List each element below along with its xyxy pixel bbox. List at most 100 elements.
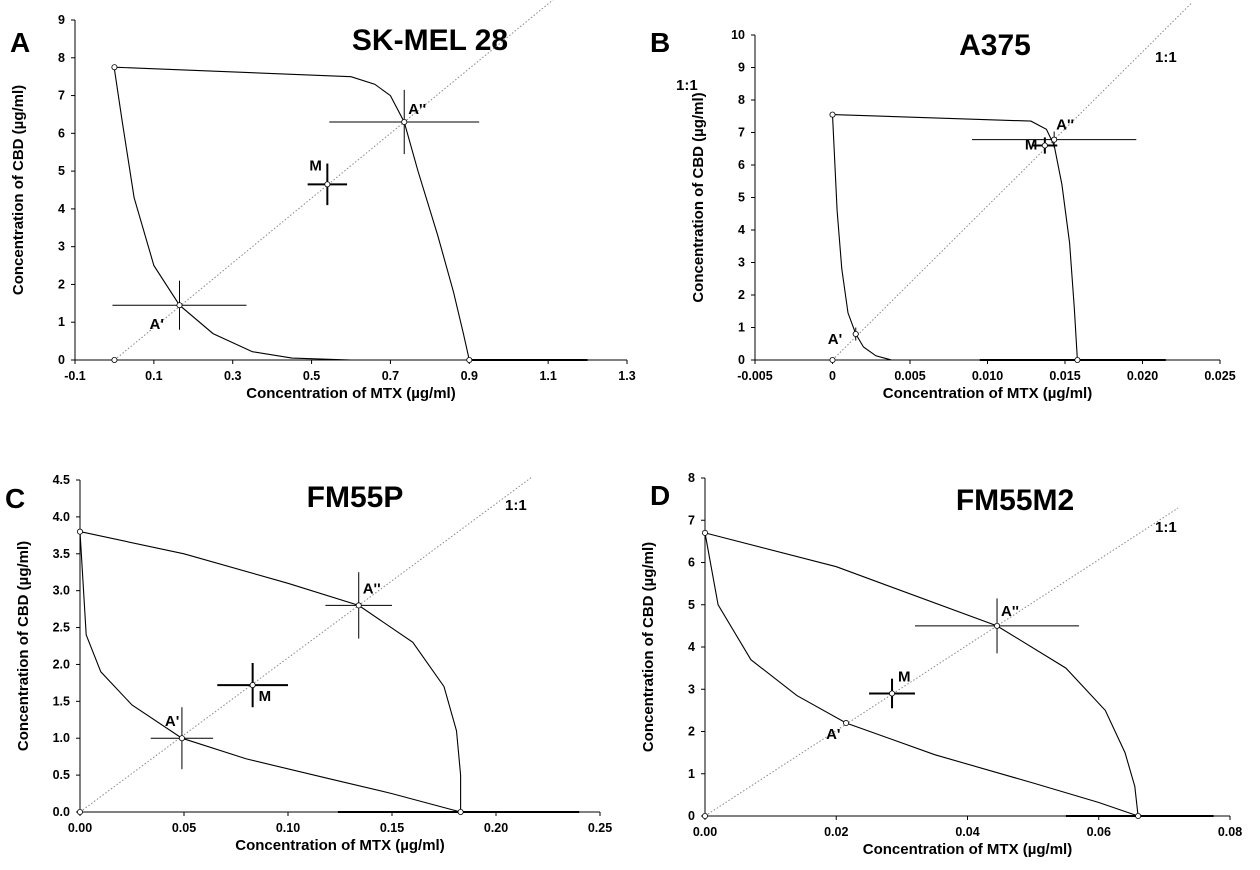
isobole-curve-inner [113, 69, 470, 361]
x-tick-label: 0.04 [955, 825, 979, 839]
y-tick-label: 4.5 [53, 473, 70, 487]
y-tick-label: 4 [738, 223, 745, 237]
x-tick-label: 0.08 [1218, 825, 1242, 839]
x-tick-label: 1.1 [539, 369, 556, 383]
y-tick-label: 6 [688, 556, 695, 570]
x-tick-label: 0.025 [1204, 369, 1235, 383]
data-point-ap [176, 302, 183, 309]
x-tick-label: 0.06 [1087, 825, 1111, 839]
y-tick-label: 5 [688, 598, 695, 612]
data-point-m [249, 682, 256, 689]
endpoint-marker [457, 809, 464, 816]
y-tick-label: 10 [731, 28, 745, 42]
chart-panel-a: A SK-MEL 28 -0.1 0.1 0.3 0.5 0.7 0.9 1.1 1.3 0 1 2 3 4… [10, 0, 698, 402]
endpoint-marker [77, 528, 84, 535]
x-tick-label: 0.02 [824, 825, 848, 839]
data-point-ap [178, 735, 185, 742]
y-tick-label: 6 [738, 158, 745, 172]
x-tick-label: -0.005 [737, 369, 772, 383]
point-label: M [309, 157, 322, 174]
panel-letter: B [650, 27, 670, 58]
y-tick-label: 2.5 [53, 621, 70, 635]
point-label: A' [165, 713, 179, 730]
y-tick-label: 5 [738, 191, 745, 205]
x-tick-label: 0.00 [68, 821, 92, 835]
y-tick-label: 0 [688, 809, 695, 823]
endpoint-marker [702, 813, 709, 820]
y-tick-label: 2.0 [53, 657, 70, 671]
y-axis-label: Concentration of CBD (µg/ml) [640, 542, 657, 752]
additivity-line-label: 1:1 [505, 497, 527, 514]
y-axis-label: Concentration of CBD (µg/ml) [10, 85, 27, 295]
y-tick-label: 3 [738, 256, 745, 270]
x-tick-label: 0.010 [972, 369, 1003, 383]
chart-title: FM55P [307, 481, 404, 514]
data-point-m [324, 181, 331, 188]
y-tick-label: 1 [738, 321, 745, 335]
point-label: A'' [1001, 603, 1019, 620]
isobole-curve-outer [704, 532, 1139, 817]
additivity-line-label: 1:1 [1155, 49, 1177, 66]
chart-title: FM55M2 [956, 484, 1074, 517]
y-tick-label: 3.0 [53, 584, 70, 598]
point-label: A'' [1056, 117, 1074, 134]
additivity-line-label: 1:1 [1155, 519, 1177, 536]
x-axis-label: Concentration of MTX (µg/ml) [883, 385, 1092, 402]
y-tick-label: 0 [58, 353, 65, 367]
x-tick-label: 0.005 [894, 369, 925, 383]
additivity-line-label: 1:1 [676, 77, 698, 94]
y-tick-label: 4.0 [53, 510, 70, 524]
panel-letter: C [5, 483, 25, 514]
x-tick-label: 0.25 [588, 821, 612, 835]
panel-letter: D [650, 480, 670, 511]
chart-title: A375 [959, 29, 1031, 62]
x-tick-label: 0.3 [224, 369, 241, 383]
data-point-app [994, 622, 1001, 629]
x-tick-label: 0.5 [303, 369, 320, 383]
y-tick-label: 3 [58, 240, 65, 254]
point-label: M [259, 688, 272, 705]
point-label: A'' [408, 101, 426, 118]
point-label: A' [828, 331, 842, 348]
y-tick-label: 8 [58, 51, 65, 65]
data-point-m [1041, 142, 1048, 149]
x-tick-label: 0.15 [380, 821, 404, 835]
y-tick-label: 0 [738, 353, 745, 367]
isobole-curve-outer [114, 66, 470, 361]
line-of-additivity [114, 0, 554, 361]
point-label: A'' [363, 580, 381, 597]
x-axis-label: Concentration of MTX (µg/ml) [246, 385, 455, 402]
y-tick-label: 4 [688, 640, 695, 654]
data-point-app [355, 602, 362, 609]
endpoint-marker [1074, 356, 1081, 363]
line-of-additivity [79, 476, 532, 813]
y-tick-label: 2 [738, 288, 745, 302]
y-tick-label: 1.5 [53, 694, 70, 708]
endpoint-marker [1135, 813, 1142, 820]
point-label: A' [149, 316, 163, 333]
y-tick-label: 5 [58, 164, 65, 178]
y-tick-label: 2 [58, 277, 65, 291]
isobole-curve-inner [831, 114, 1078, 361]
x-tick-label: 0.020 [1127, 369, 1158, 383]
endpoint-marker [466, 356, 473, 363]
y-tick-label: 3 [688, 682, 695, 696]
endpoint-marker [77, 809, 84, 816]
x-tick-label: 0.10 [276, 821, 300, 835]
endpoint-marker [829, 111, 836, 118]
y-tick-label: 6 [58, 126, 65, 140]
point-label: A' [826, 726, 840, 743]
x-tick-label: 0.20 [484, 821, 508, 835]
chart-panel-c: C FM55P 0.00 0.05 0.10 0.15 0.20 0.25 0.0 0.5 1.0 1… [5, 473, 612, 854]
endpoint-marker [702, 529, 709, 536]
x-tick-label: 0.1 [145, 369, 162, 383]
y-tick-label: 9 [58, 13, 65, 27]
y-tick-label: 0.5 [53, 768, 70, 782]
y-tick-label: 1 [58, 315, 65, 329]
x-tick-label: 0.9 [461, 369, 478, 383]
line-of-additivity [704, 507, 1179, 817]
endpoint-marker [111, 64, 118, 71]
chart-panel-d: D FM55M2 0.00 0.02 0.04 0.06 0.08 0 1 2 3 4 5 6 7 8 Conc… [640, 471, 1242, 858]
x-tick-label: 0.7 [382, 369, 399, 383]
